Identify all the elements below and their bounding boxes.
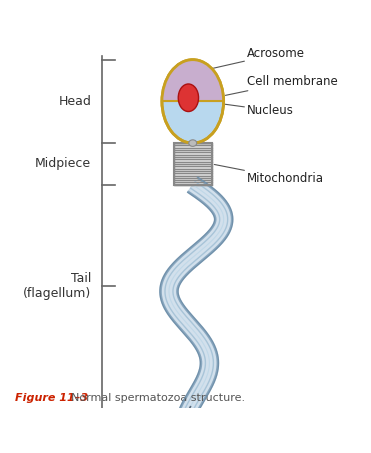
Text: Figure 11–3: Figure 11–3 <box>15 393 92 403</box>
Polygon shape <box>160 177 233 448</box>
Text: Head: Head <box>58 95 91 108</box>
Text: Cell membrane: Cell membrane <box>225 75 338 96</box>
Ellipse shape <box>189 140 197 146</box>
Ellipse shape <box>162 60 224 143</box>
Text: Midpiece: Midpiece <box>35 158 91 170</box>
Ellipse shape <box>178 84 198 111</box>
Polygon shape <box>174 143 211 185</box>
Polygon shape <box>162 60 224 101</box>
Text: Normal spermatozoa structure.: Normal spermatozoa structure. <box>71 393 245 403</box>
Text: Tail
(flagellum): Tail (flagellum) <box>23 272 91 300</box>
Text: Acrosome: Acrosome <box>208 48 305 69</box>
Text: Nucleus: Nucleus <box>200 101 294 117</box>
Text: Mitochondria: Mitochondria <box>214 164 324 185</box>
